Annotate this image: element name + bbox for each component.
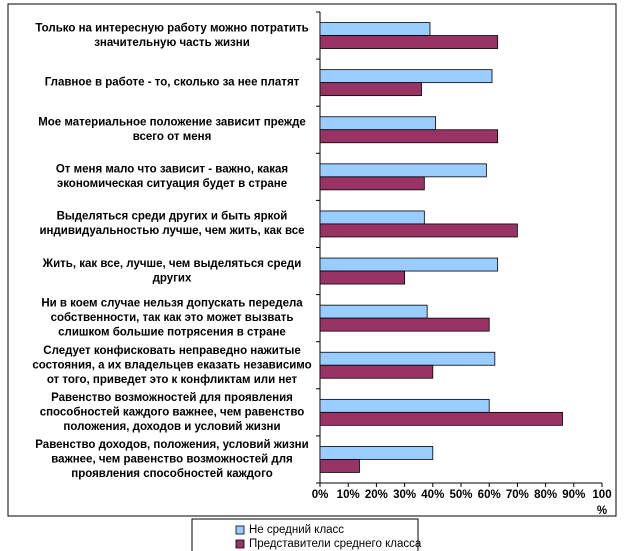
category-label: собственности, так как это может вызвать — [51, 312, 294, 324]
category-label: состояния, а их владельцев еказать незав… — [32, 359, 311, 371]
bar — [319, 210, 425, 225]
category-label: всего от меня — [133, 131, 212, 143]
category-label: важнее, чем равенство возможностей для — [51, 453, 293, 465]
x-tick-label: 70% — [506, 489, 529, 501]
x-tick-label: 40% — [421, 489, 444, 501]
legend-label: Не средний класс — [249, 524, 344, 536]
bar — [319, 364, 434, 379]
x-tick-label: 0% — [312, 489, 329, 501]
bar — [319, 223, 518, 238]
bar — [319, 398, 490, 413]
bar — [319, 69, 493, 84]
bar — [319, 22, 431, 36]
bar — [319, 446, 434, 460]
x-tick-label: 30% — [393, 489, 416, 501]
bar — [319, 257, 499, 272]
category-label: других — [153, 272, 192, 284]
category-label: индивидуальностью лучше, чем жить, как в… — [39, 225, 304, 237]
bar — [319, 176, 425, 191]
x-tick-label: 60% — [478, 489, 501, 501]
category-label: значительную часть жизни — [94, 37, 250, 49]
bar — [319, 82, 422, 97]
category-label: Мое материальное положение зависит прежд… — [38, 117, 306, 129]
category-label: Выделяться среди других и быть яркой — [57, 211, 288, 223]
x-axis-label: % — [597, 505, 607, 517]
x-tick-label: 90% — [562, 489, 585, 501]
bar — [319, 35, 499, 49]
bar — [319, 129, 499, 144]
x-tick-label: 80% — [534, 489, 557, 501]
category-label: от того, приведет это к конфликтам или н… — [47, 374, 298, 386]
category-label: слишком большие потрясения в стране — [58, 327, 286, 339]
legend-swatch — [235, 539, 245, 549]
bar — [319, 459, 360, 473]
category-label: Только на интересную работу можно потрат… — [35, 22, 308, 34]
category-label: экономическая ситуация будет в стране — [57, 178, 287, 190]
category-label: Равенство доходов, положения, условий жи… — [35, 439, 308, 451]
bar — [319, 163, 487, 178]
bar — [319, 116, 437, 131]
category-label: Равенство возможностей для проявления — [51, 392, 293, 404]
x-tick-label: 10% — [337, 489, 360, 501]
bar — [319, 317, 490, 332]
bar — [319, 270, 405, 285]
category-label: Ни в коем случае нельзя допускать переде… — [41, 298, 303, 310]
category-label: проявления способностей каждого — [71, 468, 272, 480]
chart-frame — [7, 3, 617, 517]
bar — [319, 351, 496, 366]
legend-box — [191, 518, 419, 551]
category-label: положения, доходов и условий жизни — [63, 421, 280, 433]
x-tick-label: 50% — [449, 489, 472, 501]
category-label: Следует конфисковать неправедно нажитые — [43, 345, 300, 357]
legend-label: Представители среднего класса — [249, 538, 422, 550]
x-tick-label: 100 — [592, 489, 611, 501]
category-label: Главное в работе - то, сколько за нее пл… — [45, 77, 300, 89]
x-tick-label: 20% — [365, 489, 388, 501]
bar — [319, 304, 428, 319]
category-label: способностей каждого важнее, чем равенст… — [40, 406, 305, 418]
category-label: Жить, как все, лучше, чем выделяться сре… — [42, 258, 302, 270]
bar — [319, 411, 563, 426]
legend-swatch — [235, 525, 245, 535]
category-label: От меня мало что зависит - важно, какая — [56, 164, 288, 176]
